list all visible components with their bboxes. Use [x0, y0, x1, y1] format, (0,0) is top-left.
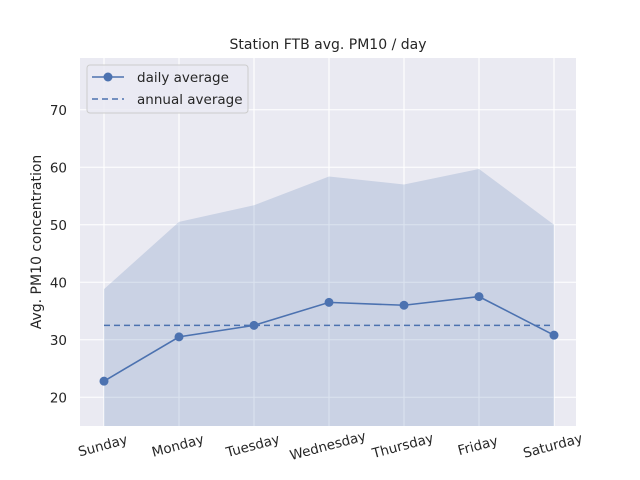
y-tick-label: 60: [50, 160, 67, 176]
y-tick-label: 70: [50, 103, 67, 119]
data-point: [174, 332, 184, 342]
x-tick-label: Saturday: [522, 431, 585, 462]
legend-box: [86, 64, 249, 114]
data-point: [474, 292, 484, 302]
x-tick-label: Monday: [150, 432, 206, 461]
x-tick-label: Thursday: [370, 430, 436, 462]
range-band: [104, 168, 554, 426]
grid: [80, 58, 576, 426]
legend-label-daily-average: daily average: [137, 70, 229, 86]
y-tick-label: 30: [50, 333, 67, 349]
series-layer: [99, 292, 559, 386]
y-tick-label: 20: [50, 390, 67, 406]
legend-label-annual-average: annual average: [137, 92, 243, 108]
legend: daily average annual average: [86, 64, 249, 114]
y-tick-labels: 20 30 40 50 60 70: [50, 103, 67, 407]
y-tick-label: 50: [50, 218, 67, 234]
x-tick-label: Wednesday: [288, 428, 368, 464]
data-point: [549, 330, 559, 340]
y-tick-label: 40: [50, 275, 67, 291]
legend-marker-daily-average: [103, 72, 113, 82]
y-axis-label: Avg. PM10 concentration: [29, 155, 45, 330]
data-point: [324, 297, 334, 307]
data-point: [399, 300, 409, 310]
x-tick-label: Tuesday: [223, 431, 281, 461]
x-tick-label: Sunday: [76, 432, 129, 461]
x-tick-labels: Sunday Monday Tuesday Wednesday Thursday Frid…: [76, 428, 584, 464]
plot-area: [80, 58, 576, 426]
chart-title: Station FTB avg. PM10 / day: [230, 37, 427, 53]
x-tick-label: Friday: [456, 433, 500, 459]
data-point: [99, 376, 109, 386]
